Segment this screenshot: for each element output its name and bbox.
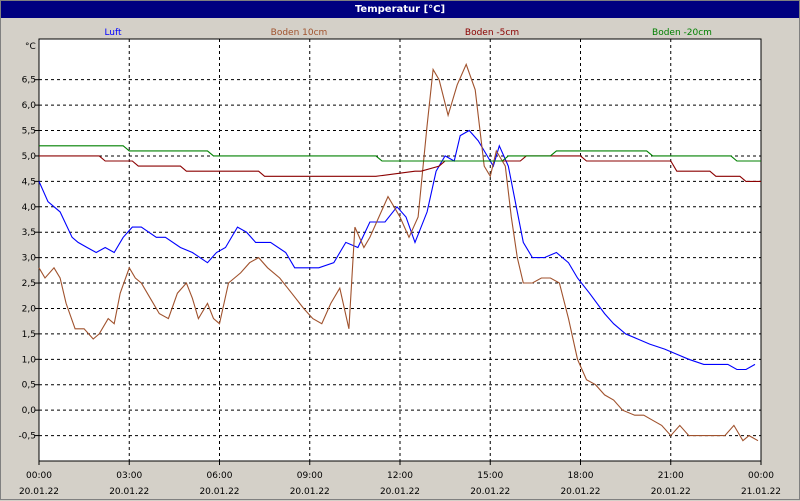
x-tick-date-label: 20.01.22 — [560, 487, 600, 497]
y-tick-label: 4,5 — [22, 177, 36, 187]
y-axis-unit-label: °C — [25, 42, 36, 52]
y-tick-label: 1,5 — [22, 330, 36, 340]
x-tick-time-label: 06:00 — [207, 471, 233, 481]
y-tick-label: 0,0 — [22, 406, 37, 416]
window-title: Temperatur [°C] — [1, 1, 799, 18]
x-tick-date-label: 21.01.22 — [741, 487, 781, 497]
series-line-boden-5cm — [39, 155, 761, 182]
x-tick-date-label: 20.01.22 — [470, 487, 510, 497]
y-tick-label: 4,0 — [22, 203, 37, 213]
grid-lines — [39, 39, 761, 461]
x-tick-time-label: 03:00 — [116, 471, 142, 481]
x-tick-time-label: 00:00 — [748, 471, 774, 481]
legend-entry-boden-10cm: Boden 10cm — [271, 28, 328, 38]
x-axis-ticks: 00:00 20.01.22 03:00 20.01.22 06:00 20.01.22 0… — [19, 461, 781, 497]
x-tick-date-label: 20.01.22 — [109, 487, 149, 497]
y-tick-label: -0,5 — [18, 432, 36, 442]
y-tick-label: 6,5 — [22, 76, 36, 86]
series-line-boden-20cm — [39, 145, 761, 162]
x-tick-time-label: 00:00 — [26, 471, 52, 481]
legend-entry-boden-20cm: Boden -20cm — [652, 28, 712, 38]
series-line-boden-10cm — [38, 62, 759, 442]
y-tick-label: 3,5 — [22, 228, 36, 238]
series-lines — [38, 62, 761, 442]
legend-entry-boden-5cm: Boden -5cm — [465, 28, 519, 38]
y-tick-label: 2,0 — [22, 304, 37, 314]
y-tick-label: 1,0 — [22, 355, 37, 365]
y-tick-label: 6,0 — [22, 101, 37, 111]
x-tick-time-label: 18:00 — [568, 471, 594, 481]
y-tick-label: 3,0 — [22, 254, 37, 264]
x-tick-time-label: 15:00 — [477, 471, 503, 481]
x-tick-date-label: 20.01.22 — [651, 487, 691, 497]
x-tick-time-label: 09:00 — [297, 471, 323, 481]
x-tick-time-label: 12:00 — [387, 471, 413, 481]
y-axis-ticks: -0,5 0,0 0,5 1,0 1,5 2,0 2,5 3,0 3,5 4,0 4,5 5,0 5,5… — [18, 76, 39, 442]
x-tick-date-label: 20.01.22 — [290, 487, 330, 497]
x-tick-time-label: 21:00 — [658, 471, 684, 481]
y-tick-label: 2,5 — [22, 279, 36, 289]
series-line-luft — [38, 129, 756, 371]
y-tick-label: 5,0 — [22, 152, 37, 162]
x-tick-date-label: 20.01.22 — [199, 487, 239, 497]
y-tick-label: 5,5 — [22, 127, 36, 137]
legend-entry-luft: Luft — [104, 28, 122, 38]
x-tick-date-label: 20.01.22 — [19, 487, 59, 497]
y-tick-label: 0,5 — [22, 381, 36, 391]
x-tick-date-label: 20.01.22 — [380, 487, 420, 497]
legend: Luft Boden 10cm Boden -5cm Boden -20cm — [104, 28, 712, 38]
